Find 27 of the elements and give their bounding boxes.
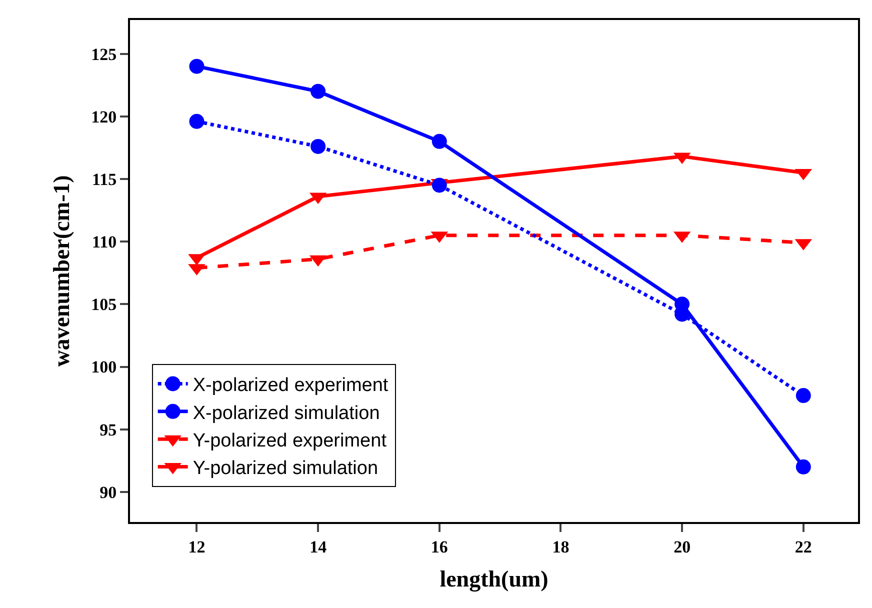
point (796, 459, 811, 474)
point (189, 114, 204, 129)
x-axis-title: length(um) (440, 566, 548, 592)
y-tick-label: 100 (91, 358, 117, 377)
legend-label: X-polarized simulation (192, 402, 380, 424)
x-tick-label: 16 (430, 537, 448, 556)
legend-label: Y-polarized simulation (192, 458, 378, 480)
point (310, 138, 326, 154)
y-tick-label: 120 (91, 107, 117, 126)
y-tick-label: 125 (91, 44, 117, 64)
x-tick-label: 12 (188, 537, 206, 556)
y-tick-label: 115 (92, 170, 117, 189)
y-tick-label: 95 (100, 420, 117, 440)
x-tick-label: 18 (552, 537, 570, 556)
legend-label: Y-polarized experiment (192, 430, 388, 452)
point (189, 58, 204, 74)
y-tick-label: 105 (91, 295, 117, 314)
x-tick-label: 22 (794, 537, 812, 556)
x-tick-label: 14 (310, 537, 328, 556)
point (432, 134, 447, 149)
x-tick-label: 20 (674, 537, 691, 556)
y-tick-label: 110 (92, 232, 117, 252)
point (796, 388, 811, 404)
legend-label: X-polarized experiment (192, 375, 389, 396)
point (310, 84, 326, 99)
y-axis-title: wavenumber(cm-1) (49, 175, 74, 367)
y-tick-label: 90 (100, 482, 117, 502)
